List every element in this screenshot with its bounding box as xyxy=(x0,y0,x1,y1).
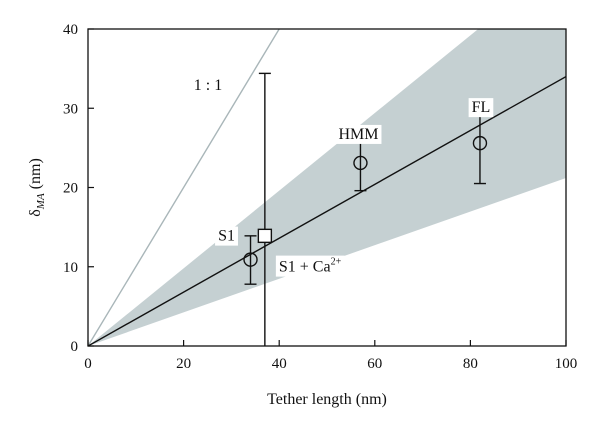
point-label-bg xyxy=(468,98,494,118)
y-tick-label: 20 xyxy=(63,181,78,197)
confidence-band xyxy=(88,29,566,346)
y-axis-symbol: δ xyxy=(27,209,44,217)
reference-line-1to1 xyxy=(88,29,281,346)
annotations: S1 S1 + Ca2+ HMM FL 1 : 1 xyxy=(194,77,494,277)
x-axis-title: Tether length (nm) xyxy=(267,391,387,408)
point-label-bg xyxy=(215,226,238,246)
point-label-text: S1 xyxy=(218,228,235,245)
y-tick-label: 40 xyxy=(63,22,78,38)
fit-line xyxy=(88,75,566,346)
data-point-circle xyxy=(353,155,368,171)
point-label-superscript: 2+ xyxy=(331,257,342,268)
y-axis-title: δMA (nm) xyxy=(27,158,47,217)
point-label: FL xyxy=(468,98,494,118)
x-tick-label: 60 xyxy=(367,356,382,372)
point-label-bg xyxy=(335,124,382,144)
point-label: HMM xyxy=(335,124,382,144)
y-tick-label: 30 xyxy=(63,101,78,117)
x-tick-label: 80 xyxy=(463,356,478,372)
y-tick-label: 10 xyxy=(63,260,78,276)
x-tick-label: 100 xyxy=(555,356,578,372)
x-tick-label: 40 xyxy=(272,356,287,372)
data-point-circle xyxy=(243,252,258,267)
x-tick-label: 0 xyxy=(84,356,92,372)
point-label: S1 + Ca2+ xyxy=(275,255,345,277)
x-tick-label: 20 xyxy=(176,356,191,372)
y-tick-label: 0 xyxy=(71,339,79,355)
point-label-bg xyxy=(275,255,345,277)
data-point-circle xyxy=(472,135,488,151)
point-label-text: S1 + Ca2+ xyxy=(279,257,342,276)
axis-ticks: 0 20 40 60 80 100 0 10 20 30 40 xyxy=(63,22,577,372)
y-axis-unit: (nm) xyxy=(27,158,44,193)
point-label-text: HMM xyxy=(338,126,378,143)
y-axis-subscript: MA xyxy=(35,193,47,210)
plot-area xyxy=(88,29,566,346)
reference-line-label: 1 : 1 xyxy=(194,77,222,94)
point-label: S1 xyxy=(215,226,238,246)
point-label-text: FL xyxy=(472,99,491,116)
data-point-square xyxy=(257,228,273,244)
